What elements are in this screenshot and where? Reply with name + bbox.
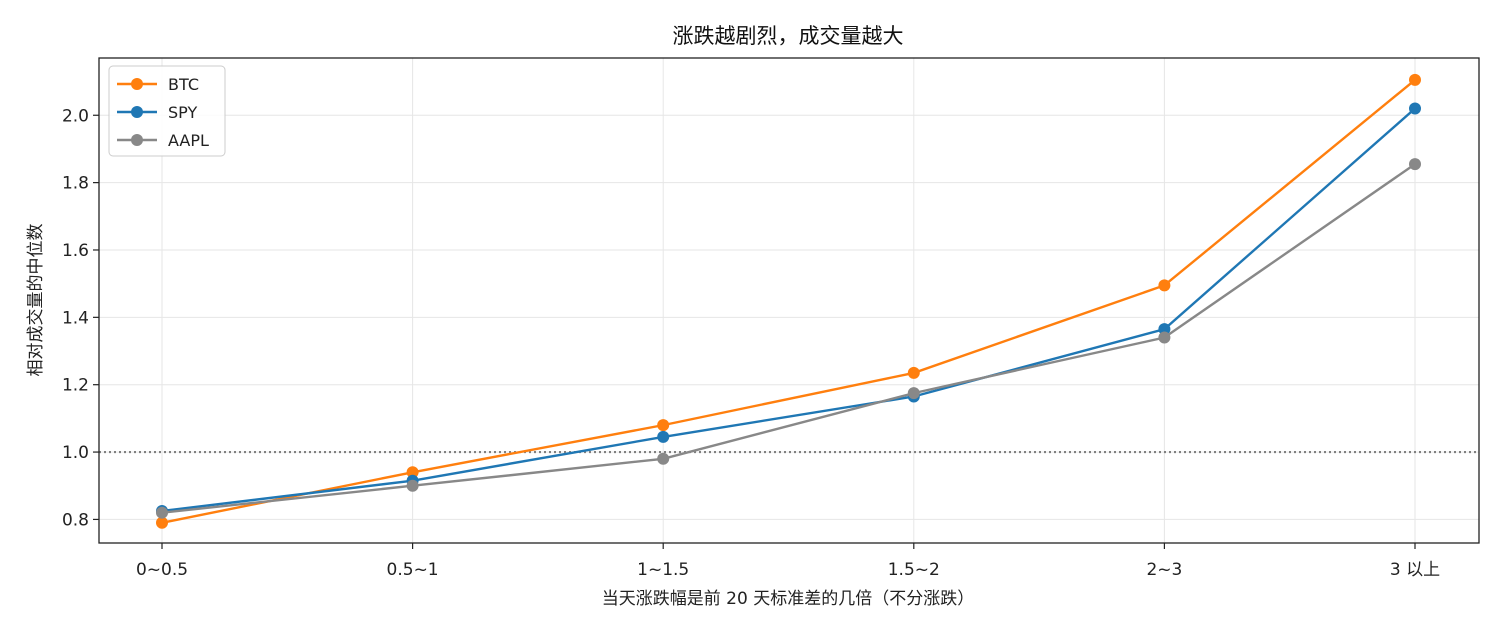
data-point <box>156 516 168 529</box>
legend-marker <box>131 106 143 118</box>
y-tick-label: 1.2 <box>62 376 89 396</box>
y-axis: 0.8 1.0 1.2 1.4 1.6 1.8 2.0 <box>62 106 99 530</box>
data-point <box>657 430 670 443</box>
legend-label: BTC <box>168 75 199 94</box>
data-point <box>1158 323 1171 336</box>
data-point <box>1158 331 1171 344</box>
legend-label: SPY <box>168 103 197 122</box>
x-axis-label: 当天涨跌幅是前 20 天标准差的几倍（不分涨跌） <box>602 589 974 609</box>
data-point <box>406 466 419 479</box>
data-point <box>1409 158 1421 171</box>
x-tick-label: 1~1.5 <box>637 560 689 580</box>
x-tick-label: 0.5~1 <box>387 560 439 580</box>
data-point <box>156 506 168 519</box>
series-spy <box>156 102 1421 518</box>
y-tick-label: 1.8 <box>62 174 89 194</box>
series-line <box>161 107 1416 513</box>
data-point <box>1158 279 1171 292</box>
legend-marker <box>131 134 143 146</box>
legend-item: AAPL <box>117 131 209 150</box>
y-tick-label: 1.0 <box>62 443 89 463</box>
legend-marker <box>131 78 143 90</box>
y-tick-label: 1.4 <box>62 308 89 328</box>
y-axis-label: 相对成交量的中位数 <box>26 224 46 377</box>
y-tick-label: 1.6 <box>62 241 89 261</box>
data-point <box>657 452 670 465</box>
data-point <box>657 419 670 432</box>
x-tick-label: 3 以上 <box>1390 560 1440 580</box>
series-line <box>161 78 1416 524</box>
data-point <box>1409 102 1421 115</box>
x-tick-label: 2~3 <box>1146 560 1182 580</box>
series-layer <box>156 73 1421 529</box>
data-point <box>1409 73 1421 86</box>
series-btc <box>156 73 1421 529</box>
series-line <box>161 163 1416 514</box>
series-aapl <box>156 158 1421 519</box>
chart-title: 涨跌越剧烈，成交量越大 <box>673 24 904 48</box>
y-tick-label: 0.8 <box>62 510 89 530</box>
data-point <box>907 387 920 400</box>
x-tick-label: 1.5~2 <box>888 560 940 580</box>
legend-item: BTC <box>117 75 199 94</box>
x-axis: 0~0.5 0.5~1 1~1.5 1.5~2 2~3 3 以上 <box>136 543 1440 580</box>
y-tick-label: 2.0 <box>62 106 89 126</box>
data-point <box>907 366 920 379</box>
data-point <box>406 479 419 492</box>
grid <box>99 58 1479 543</box>
plot-area <box>98 57 1480 544</box>
legend-label: AAPL <box>168 131 209 150</box>
x-tick-label: 0~0.5 <box>136 560 188 580</box>
legend-item: SPY <box>117 103 197 122</box>
legend: BTC SPY AAPL <box>108 65 226 157</box>
